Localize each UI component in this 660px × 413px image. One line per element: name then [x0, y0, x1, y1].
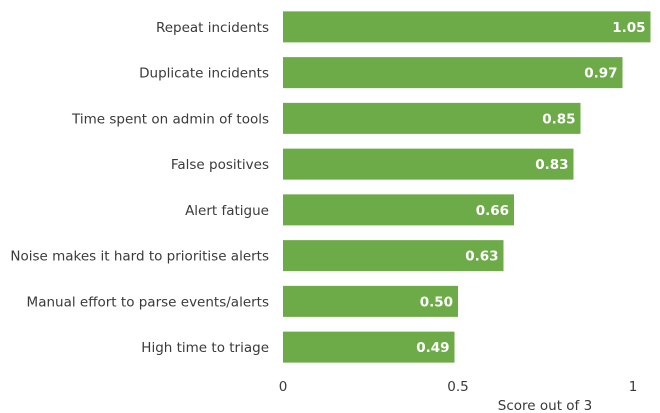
- y-tick-label: Alert fatigue: [185, 203, 269, 219]
- value-label: 0.49: [416, 340, 449, 356]
- value-label: 0.97: [584, 66, 617, 82]
- bar: [283, 102, 581, 134]
- bar: [283, 57, 623, 89]
- x-tick-label: 0.5: [447, 379, 468, 395]
- y-tick-label: False positives: [171, 157, 269, 173]
- x-tick-label: 1: [629, 379, 638, 395]
- y-tick-label: Time spent on admin of tools: [71, 111, 269, 127]
- bar: [283, 11, 651, 43]
- y-tick-label: Noise makes it hard to prioritise alerts: [10, 249, 269, 265]
- y-tick-label: Repeat incidents: [156, 20, 269, 36]
- value-label: 0.85: [542, 111, 575, 127]
- value-label: 1.05: [612, 20, 645, 36]
- value-label: 0.66: [476, 203, 509, 219]
- value-label: 0.50: [420, 294, 453, 310]
- value-label: 0.83: [535, 157, 568, 173]
- bar: [283, 240, 504, 272]
- y-tick-label: Manual effort to parse events/alerts: [27, 294, 269, 310]
- x-axis-label: Score out of 3: [498, 398, 592, 413]
- bar: [283, 285, 458, 317]
- x-tick-label: 0: [279, 379, 288, 395]
- value-label: 0.63: [465, 249, 498, 265]
- y-tick-label: High time to triage: [141, 340, 269, 356]
- bar: [283, 331, 455, 363]
- y-tick-label: Duplicate incidents: [139, 66, 269, 82]
- bar: [283, 148, 574, 180]
- bar: [283, 194, 514, 226]
